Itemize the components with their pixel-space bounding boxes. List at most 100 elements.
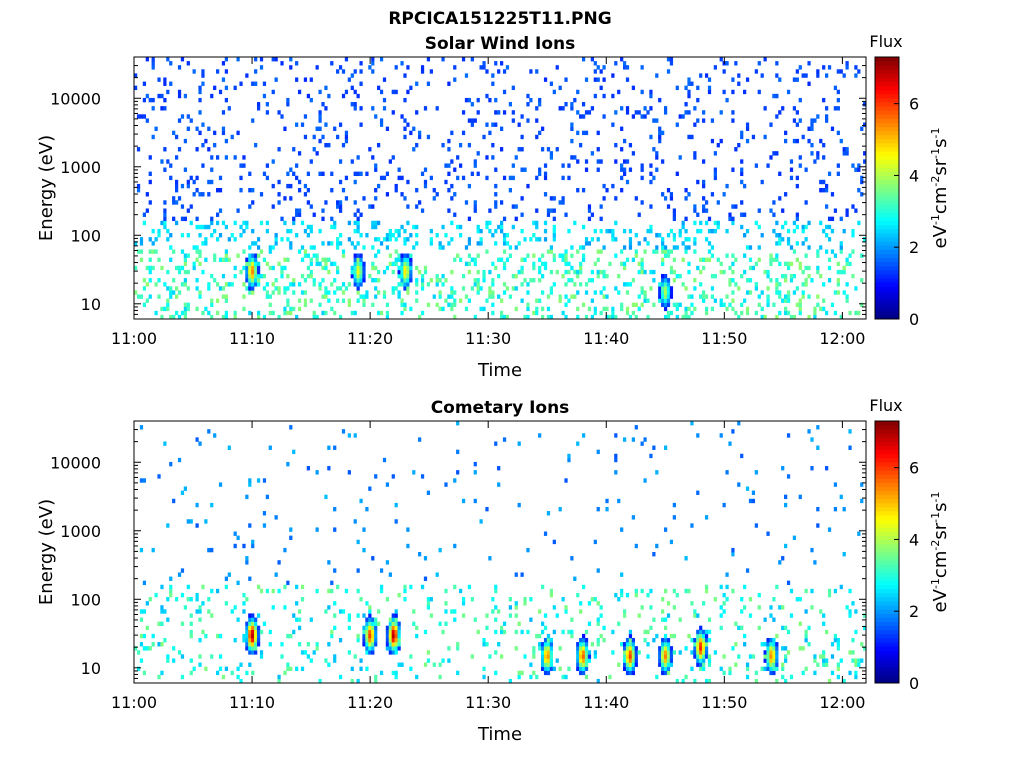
heatmap-cell bbox=[663, 654, 668, 659]
heatmap-cell bbox=[675, 592, 679, 598]
heatmap-cell bbox=[350, 159, 354, 164]
colorbar-segment bbox=[875, 572, 899, 577]
heatmap-cell bbox=[702, 658, 706, 663]
heatmap-cell bbox=[810, 278, 814, 283]
heatmap-cell bbox=[663, 617, 668, 622]
heatmap-cell bbox=[359, 171, 363, 177]
heatmap-cell bbox=[415, 278, 419, 283]
heatmap-cell bbox=[344, 175, 349, 181]
heatmap-cell bbox=[215, 212, 220, 217]
heatmap-cell bbox=[684, 306, 688, 312]
heatmap-cell bbox=[784, 294, 788, 299]
heatmap-cell bbox=[678, 302, 682, 308]
x-tick-label: 11:30 bbox=[465, 329, 511, 348]
heatmap-cell bbox=[596, 159, 600, 164]
heatmap-cell bbox=[561, 273, 565, 279]
heatmap-cell bbox=[289, 241, 293, 246]
heatmap-cell bbox=[420, 286, 425, 291]
heatmap-cell bbox=[693, 204, 697, 209]
heatmap-cell bbox=[570, 556, 574, 561]
heatmap-cell bbox=[511, 163, 515, 168]
heatmap-cell bbox=[608, 674, 612, 680]
heatmap-cell bbox=[611, 183, 615, 189]
heatmap-cell bbox=[816, 269, 820, 275]
heatmap-cell bbox=[628, 662, 633, 667]
y-tick-label: 100 bbox=[70, 226, 101, 245]
heatmap-cell bbox=[456, 642, 460, 647]
heatmap-cell bbox=[420, 65, 425, 70]
heatmap-cell bbox=[663, 282, 668, 287]
heatmap-cell bbox=[719, 433, 723, 438]
heatmap-cell bbox=[702, 196, 706, 201]
heatmap-cell bbox=[224, 155, 228, 160]
heatmap-cell bbox=[438, 245, 442, 250]
heatmap-cell bbox=[359, 666, 363, 672]
heatmap-cell bbox=[722, 192, 726, 197]
heatmap-cell bbox=[622, 609, 627, 614]
heatmap-cell bbox=[678, 228, 682, 234]
heatmap-cell bbox=[236, 535, 240, 541]
heatmap-cell bbox=[239, 269, 243, 275]
heatmap-cell bbox=[388, 637, 392, 643]
heatmap-cell bbox=[605, 228, 609, 234]
heatmap-cell bbox=[546, 511, 551, 516]
heatmap-cell bbox=[500, 228, 504, 234]
heatmap-cell bbox=[789, 613, 794, 618]
heatmap-cell bbox=[236, 674, 240, 680]
colorbar-segment bbox=[875, 65, 899, 70]
heatmap-cell bbox=[661, 637, 665, 643]
heatmap-cell bbox=[558, 506, 562, 512]
colorbar-segment bbox=[875, 200, 899, 205]
heatmap-cell bbox=[423, 106, 428, 111]
heatmap-cell bbox=[157, 228, 161, 234]
heatmap-cell bbox=[485, 122, 489, 127]
heatmap-cell bbox=[327, 269, 331, 275]
heatmap-cell bbox=[262, 93, 267, 99]
heatmap-cell bbox=[696, 658, 700, 663]
heatmap-cell bbox=[400, 257, 404, 262]
heatmap-cell bbox=[377, 183, 381, 189]
heatmap-cell bbox=[476, 290, 480, 295]
heatmap-cell bbox=[251, 241, 255, 246]
heatmap-cell bbox=[195, 245, 199, 250]
heatmap-cell bbox=[459, 233, 463, 238]
heatmap-cell bbox=[403, 282, 407, 287]
heatmap-cell bbox=[640, 269, 644, 275]
colorbar-segment bbox=[875, 110, 899, 115]
heatmap-cell bbox=[406, 261, 410, 267]
heatmap-cell bbox=[590, 151, 594, 156]
heatmap-cell bbox=[538, 269, 542, 275]
heatmap-cell bbox=[614, 453, 618, 459]
heatmap-cell bbox=[570, 629, 574, 635]
heatmap-cell bbox=[514, 605, 518, 610]
heatmap-cell bbox=[145, 282, 149, 287]
heatmap-cell bbox=[177, 118, 182, 123]
colorbar-segment bbox=[875, 97, 899, 103]
heatmap-cell bbox=[699, 228, 703, 234]
heatmap-cell bbox=[497, 257, 501, 262]
cometary-title: Cometary Ions bbox=[431, 398, 570, 418]
heatmap-cell bbox=[567, 629, 571, 635]
heatmap-cell bbox=[218, 257, 223, 262]
heatmap-cell bbox=[210, 216, 214, 222]
heatmap-cell bbox=[368, 646, 372, 651]
heatmap-cell bbox=[543, 662, 548, 667]
heatmap-cell bbox=[324, 142, 328, 148]
x-tick-label: 11:30 bbox=[465, 693, 511, 712]
heatmap-cell bbox=[543, 192, 548, 197]
heatmap-cell bbox=[224, 294, 228, 299]
heatmap-cell bbox=[224, 224, 228, 230]
heatmap-cell bbox=[139, 609, 144, 614]
heatmap-cell bbox=[514, 572, 518, 577]
heatmap-cell bbox=[374, 237, 378, 242]
heatmap-cell bbox=[491, 233, 495, 238]
heatmap-cell bbox=[365, 650, 369, 655]
heatmap-cell bbox=[822, 142, 826, 148]
heatmap-cell bbox=[649, 224, 653, 230]
heatmap-cell bbox=[391, 629, 395, 635]
heatmap-cell bbox=[174, 179, 179, 185]
heatmap-cell bbox=[473, 163, 477, 168]
heatmap-cell bbox=[163, 637, 167, 643]
heatmap-cell bbox=[198, 290, 202, 295]
heatmap-cell bbox=[702, 654, 706, 659]
